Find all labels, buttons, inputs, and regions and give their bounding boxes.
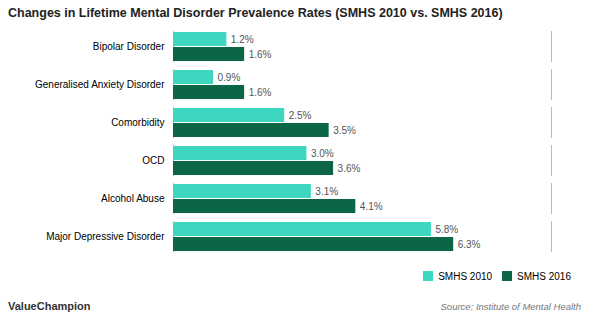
html-text:Changes in Lifetime Mental Dis: Changes in Lifetime Mental Disorder Prev… — [8, 6, 503, 20]
svg-text:3.5%: 3.5% — [333, 124, 356, 135]
svg-text:Major Depressive Disorder: Major Depressive Disorder — [46, 231, 165, 242]
svg-text:4.1%: 4.1% — [360, 200, 383, 211]
svg-text:Comorbidity: Comorbidity — [111, 117, 164, 128]
svg-text:3.0%: 3.0% — [311, 147, 334, 158]
svg-text:Generalised Anxiety Disorder: Generalised Anxiety Disorder — [35, 79, 165, 90]
svg-text:Alcohol Abuse: Alcohol Abuse — [101, 193, 165, 204]
svg-text:3.6%: 3.6% — [338, 162, 361, 173]
svg-text:5.8%: 5.8% — [435, 223, 458, 234]
svg-text:OCD: OCD — [142, 155, 164, 166]
html-text:SMHS 2016: SMHS 2016 — [517, 270, 571, 282]
svg-text:2.5%: 2.5% — [289, 109, 312, 120]
html-text:Source: Institute of Mental He: Source: Institute of Mental Health — [440, 300, 581, 312]
svg-text:Bipolar Disorder: Bipolar Disorder — [93, 41, 165, 52]
html-text:SMHS 2010: SMHS 2010 — [438, 270, 493, 282]
svg-text:1.6%: 1.6% — [249, 86, 272, 97]
svg-text:1.6%: 1.6% — [249, 48, 272, 59]
svg-text:0.9%: 0.9% — [218, 71, 241, 82]
svg-text:1.2%: 1.2% — [231, 33, 254, 44]
svg-text:3.1%: 3.1% — [315, 185, 338, 196]
svg-text:6.3%: 6.3% — [458, 238, 481, 249]
html-text:ValueChampion: ValueChampion — [8, 299, 91, 312]
